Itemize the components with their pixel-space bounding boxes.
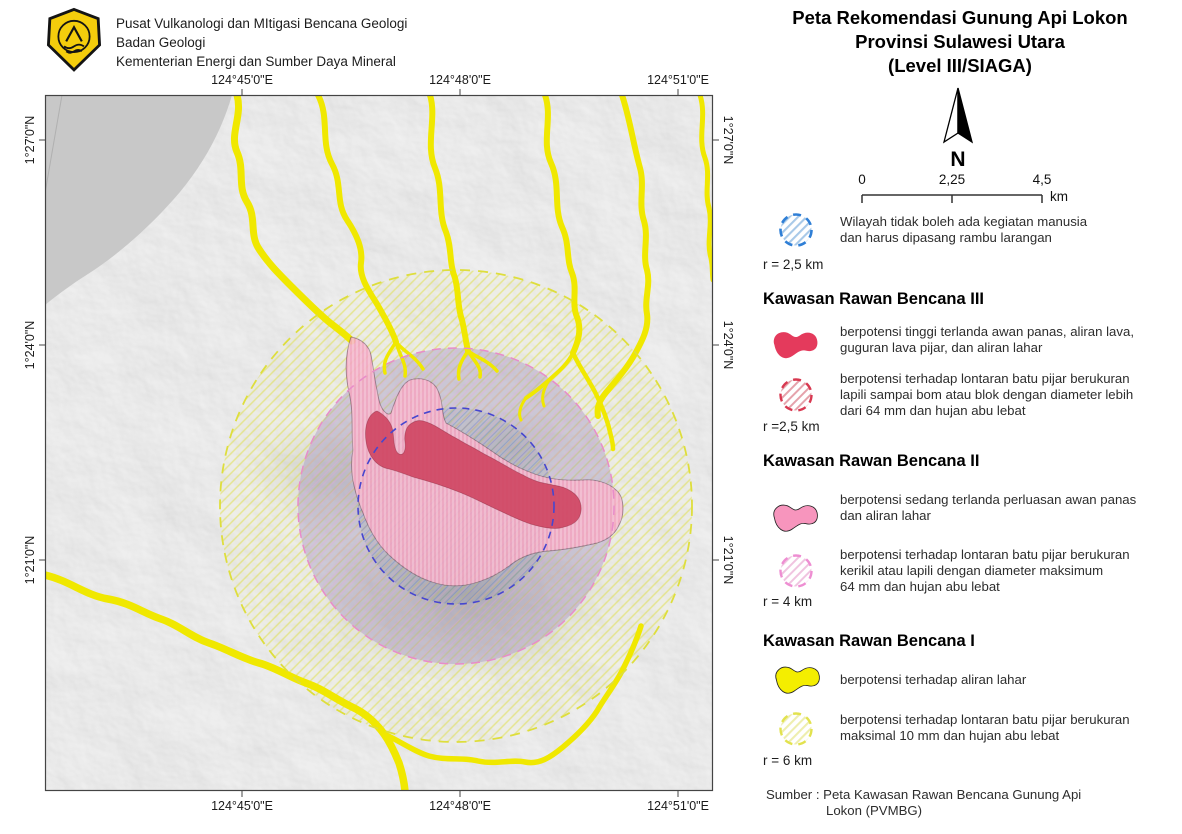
graticule-ticks	[39, 89, 719, 797]
agency-line: Badan Geologi	[116, 35, 206, 50]
radius-label: r = 2,5 km	[763, 257, 824, 272]
lat-label: 1°24'0"N	[721, 320, 735, 370]
legend-section-heading: Kawasan Rawan Bencana I	[763, 632, 975, 650]
lon-label: 124°48'0"E	[429, 799, 491, 813]
krb2-zone-swatch	[773, 504, 818, 532]
krb3-red-zone	[365, 410, 582, 529]
esdm-logo	[46, 7, 102, 72]
source-note: Sumber : Peta Kawasan Rawan Bencana Gunu…	[766, 787, 1082, 802]
scale-unit: km	[1050, 189, 1068, 204]
krb1-zone-swatch	[775, 666, 820, 694]
circle-2-5km	[357, 407, 555, 605]
scale-tick-label: 0	[858, 172, 866, 187]
legend-section-heading: Kawasan Rawan Bencana III	[763, 290, 985, 308]
krb3-zone-swatch	[773, 332, 818, 359]
north-label: N	[950, 148, 966, 171]
legend-text: Wilayah tidak boleh ada kegiatan manusia…	[840, 214, 1088, 245]
circle-4km	[297, 347, 615, 665]
pink-dashed-circle-icon	[779, 554, 813, 588]
coastline-graticule-line	[45, 95, 63, 197]
north-arrow-icon	[942, 87, 974, 144]
lon-label: 124°51'0"E	[647, 73, 709, 87]
circle-6km	[219, 269, 693, 743]
source-note: Lokon (PVMBG)	[826, 803, 923, 818]
map-frame	[44, 94, 714, 792]
map-canvas	[39, 89, 719, 797]
page-title: Peta Rekomendasi Gunung Api Lokon Provin…	[792, 7, 1128, 76]
legend-text: berpotensi terhadap lontaran batu pijar …	[840, 371, 1134, 418]
agency-block: Pusat Vulkanologi dan MItigasi Bencana G…	[116, 14, 407, 71]
legend-text: berpotensi sedang terlanda perluasan awa…	[840, 492, 1137, 523]
lat-label: 1°27'0"N	[721, 115, 735, 165]
blue-dashed-circle-icon	[779, 213, 813, 247]
agency-line: Pusat Vulkanologi dan MItigasi Bencana G…	[116, 16, 408, 31]
legend-text: berpotensi tinggi terlanda awan panas, a…	[840, 324, 1134, 355]
lon-label: 124°45'0"E	[211, 799, 273, 813]
lon-label: 124°45'0"E	[211, 73, 273, 87]
scale-bar	[861, 194, 1043, 203]
scale-tick-label: 4,5	[1032, 172, 1052, 187]
yellow-dashed-circle-icon	[779, 712, 813, 746]
red-dashed-circle-icon	[779, 378, 813, 412]
sea-area	[45, 95, 232, 305]
legend-text: berpotensi terhadap lontaran batu pijar …	[840, 712, 1130, 743]
agency-line: Kementerian Energi dan Sumber Daya Miner…	[116, 54, 396, 69]
lahar-rivers	[45, 95, 713, 791]
lat-label: 1°21'0"N	[23, 535, 37, 585]
radius-label: r =2,5 km	[763, 419, 820, 434]
scale-tick-label: 2,25	[938, 172, 966, 187]
lat-label: 1°21'0"N	[721, 535, 735, 585]
lon-label: 124°51'0"E	[647, 799, 709, 813]
legend-section-heading: Kawasan Rawan Bencana II	[763, 452, 980, 470]
lat-label: 1°24'0"N	[23, 320, 37, 370]
lon-label: 124°48'0"E	[429, 73, 491, 87]
radius-label: r = 4 km	[763, 594, 813, 609]
lat-label: 1°27'0"N	[23, 115, 37, 165]
radius-label: r = 6 km	[763, 753, 813, 768]
legend-text: berpotensi terhadap aliran lahar	[840, 672, 1027, 687]
legend-text: berpotensi terhadap lontaran batu pijar …	[840, 547, 1130, 594]
